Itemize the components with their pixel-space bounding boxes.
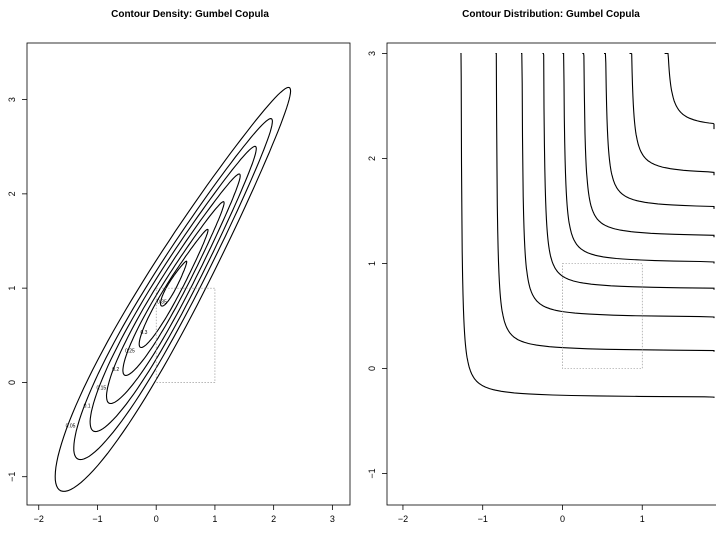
density-contour-line	[138, 228, 209, 349]
distribution-y-tick-label: 1	[367, 261, 377, 266]
density-x-tick-label: −2	[34, 514, 44, 524]
density-contour-line	[159, 260, 188, 307]
density-contour-label: 0.15	[96, 385, 106, 391]
density-y-tick-label: −1	[7, 472, 17, 482]
density-title: Contour Density: Gumbel Copula	[111, 9, 269, 20]
distribution-x-tick-label: −2	[398, 514, 408, 524]
density-contour-label: 0.3	[140, 330, 147, 336]
density-contour-label: 0.05	[66, 424, 76, 430]
distribution-y-tick-label: 0	[367, 366, 377, 371]
density-contour-line	[122, 201, 225, 376]
density-y-tick-label: 0	[7, 380, 17, 385]
distribution-y-tick-label: 2	[367, 156, 377, 161]
density-x-tick-label: 3	[330, 514, 335, 524]
distribution-contour-line	[521, 52, 715, 319]
density-x-tick-label: 0	[154, 514, 159, 524]
distribution-y-tick-label: −1	[367, 468, 377, 478]
distribution-x-tick-label: −1	[478, 514, 488, 524]
density-contour-label: 0.2	[112, 367, 119, 373]
distribution-x-tick-label: 0	[560, 514, 565, 524]
distribution-contour-line	[604, 52, 715, 209]
distribution-contour-line	[562, 52, 715, 264]
density-y-tick-label: 1	[7, 286, 17, 291]
density-contour-line	[73, 118, 273, 461]
distribution-contour-line	[582, 52, 715, 238]
density-axis-ticks: −2 −1 0 1 2 3 −1 0 1 2 3	[7, 97, 335, 524]
distribution-contour-line	[495, 52, 715, 352]
density-y-tick-label: 2	[7, 191, 17, 196]
distribution-y-tick-label: 3	[367, 51, 377, 56]
distribution-panel: Contour Distribution: Gumbel Copula −2 −1…	[367, 9, 716, 524]
distribution-contour-line	[460, 52, 715, 398]
density-panel: Contour Density: Gumbel Copula −2 −1 0 1 2 3−…	[7, 9, 351, 524]
density-contour-line	[54, 86, 292, 492]
density-x-tick-label: −1	[92, 514, 102, 524]
density-contour-label: 0.1	[84, 404, 91, 410]
density-contour-label: 0.25	[125, 349, 135, 355]
distribution-title: Contour Distribution: Gumbel Copula	[462, 9, 640, 20]
density-plot-frame	[26, 42, 351, 506]
distribution-axis-ticks: −2 −1 0 1 −1 0 1 2 3	[367, 51, 645, 524]
density-contours: 0.05 0.1 0.15 0.2 0.25 0.3 0.35	[54, 86, 292, 492]
density-contour-line	[105, 173, 241, 405]
distribution-contour-line	[542, 52, 715, 290]
distribution-x-tick-label: 1	[640, 514, 645, 524]
density-guide-box	[155, 287, 216, 383]
density-y-tick-label: 3	[7, 97, 17, 102]
density-contour-label: 0.35	[157, 299, 167, 305]
density-x-tick-label: 1	[212, 514, 217, 524]
density-contour-line	[89, 145, 257, 433]
distribution-contours: 0.10.20.30.40.50.60.70.80.9	[460, 52, 715, 398]
distribution-guide-box	[562, 263, 643, 369]
distribution-plot-frame	[386, 42, 716, 506]
density-x-tick-label: 2	[271, 514, 276, 524]
distribution-contour-line	[629, 52, 715, 176]
distribution-contour-line	[664, 52, 715, 130]
